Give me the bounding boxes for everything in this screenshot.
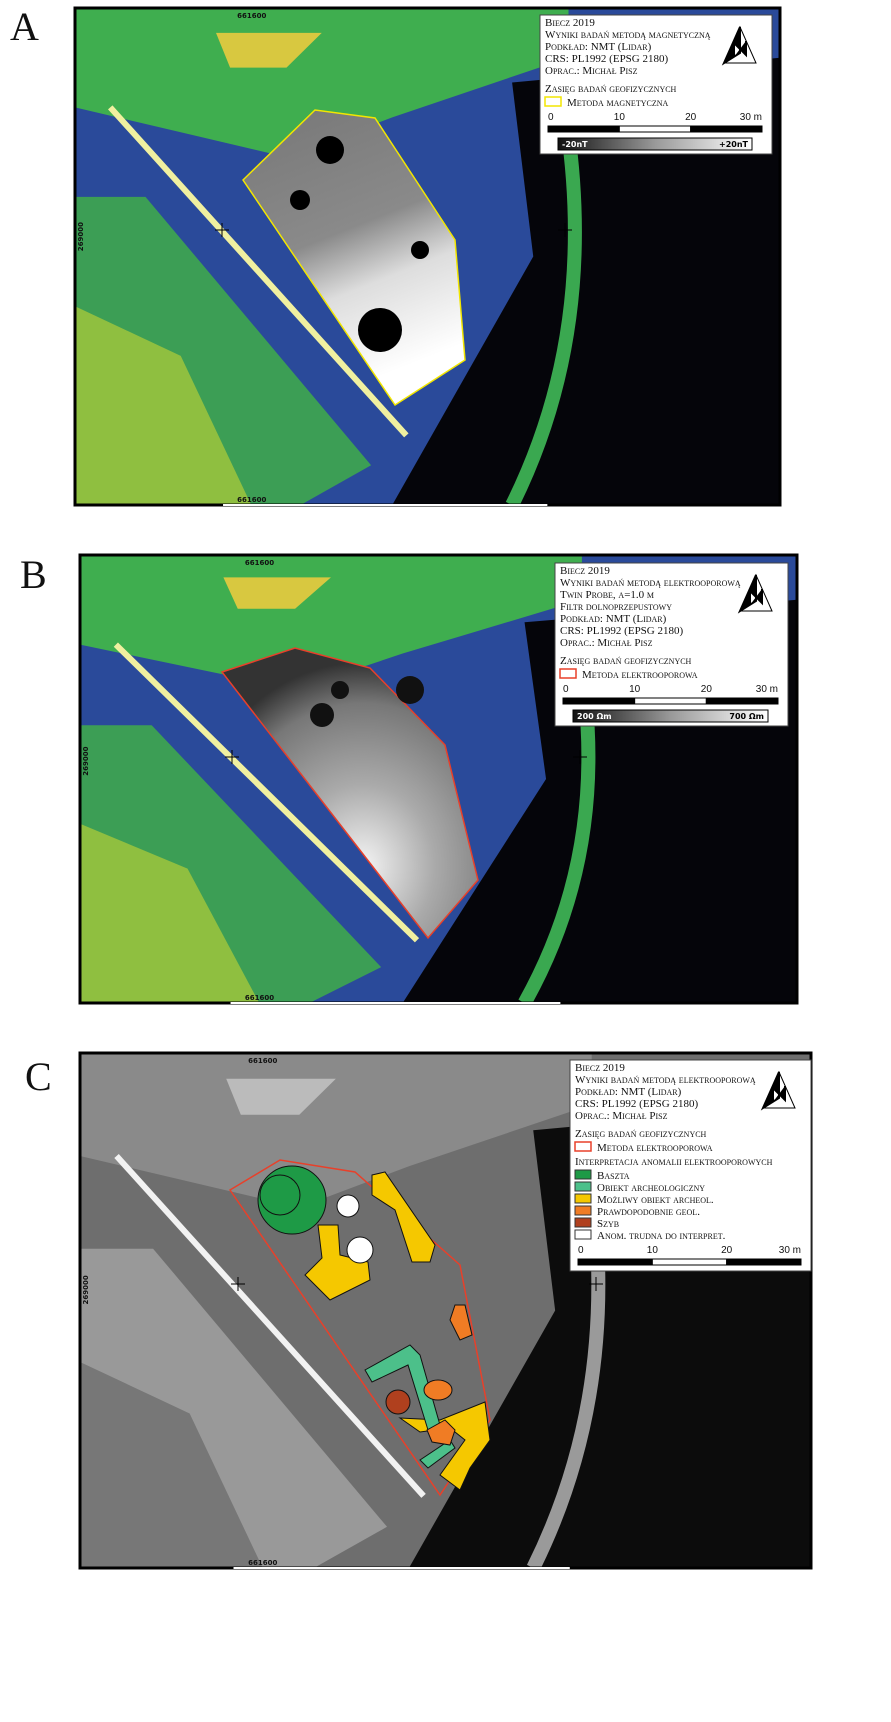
colorbar-label: 700 Ωm (729, 712, 764, 721)
scale-label: 30 m (740, 112, 762, 123)
coord-label: 661600 (248, 1559, 277, 1567)
coord-label: 269000 (82, 746, 90, 775)
colorbar-label: -20nT (562, 140, 588, 149)
legend-title: CRS: PL1992 (EPSG 2180) (545, 53, 668, 65)
legend-item: Metoda elektrooporowa (582, 669, 698, 681)
coord-label: 661600 (245, 994, 274, 1002)
legend-item: Prawdopodobnie geol. (597, 1206, 700, 1218)
legend-title: Wyniki badań metodą magnetyczną (545, 29, 711, 41)
legend: Biecz 2019Wyniki badań metodą magnetyczn… (540, 15, 772, 154)
legend-swatch (575, 1206, 591, 1215)
legend-swatch (575, 1194, 591, 1203)
legend-title: Biecz 2019 (575, 1062, 625, 1074)
legend-title: Podkład: NMT (Lidar) (575, 1086, 682, 1098)
panel-label: A (10, 4, 39, 49)
legend-swatch (575, 1230, 591, 1239)
legend-title: Biecz 2019 (545, 17, 595, 29)
unclear-anomaly (337, 1195, 359, 1217)
legend-title: Wyniki badań metodą elektrooporową (560, 577, 741, 589)
anomaly (331, 681, 349, 699)
legend-swatch (575, 1182, 591, 1191)
tower (260, 1175, 300, 1215)
legend-swatch (575, 1218, 591, 1227)
scale-bar (691, 126, 762, 132)
legend-title: Wyniki badań metodą elektrooporową (575, 1074, 756, 1086)
legend-item: Możliwy obiekt archeol. (597, 1194, 714, 1206)
scale-bar (706, 698, 778, 704)
anomaly (358, 308, 402, 352)
panel-label: B (20, 552, 47, 597)
scale-label: 10 (629, 684, 641, 695)
scale-bar (548, 126, 619, 132)
legend-swatch (575, 1170, 591, 1179)
legend-title: CRS: PL1992 (EPSG 2180) (560, 625, 683, 637)
scale-bar (578, 1259, 652, 1265)
panel-label: C (25, 1054, 52, 1099)
anomaly (316, 136, 344, 164)
legend-item: Obiekt archeologiczny (597, 1182, 705, 1194)
figure: A661600661600269000Biecz 2019Wyniki bada… (0, 0, 891, 1722)
unclear-anomaly (347, 1237, 373, 1263)
legend-title: Twin Probe, a=1.0 m (560, 589, 654, 601)
colorbar-label: +20nT (719, 140, 749, 149)
scale-label: 30 m (756, 684, 778, 695)
anomaly (290, 190, 310, 210)
scale-label: 0 (563, 684, 569, 695)
coord-label: 661600 (237, 496, 266, 504)
coord-label: 269000 (82, 1275, 90, 1304)
scale-bar (652, 1259, 726, 1265)
coord-label: 661600 (237, 12, 266, 20)
legend-title: Biecz 2019 (560, 565, 610, 577)
scale-bar (635, 698, 707, 704)
legend-item: Metoda elektrooporowa (597, 1142, 713, 1154)
coord-label: 661600 (245, 559, 274, 567)
scale-bar (563, 698, 635, 704)
anomaly (310, 703, 334, 727)
legend-title: Oprac.: Michał Pisz (575, 1110, 668, 1122)
legend-item: Anom. trudna do interpret. (597, 1230, 726, 1242)
scale-label: 20 (701, 684, 713, 695)
scale-label: 10 (614, 112, 626, 123)
legend-title: Podkład: NMT (Lidar) (560, 613, 667, 625)
probably-geological (424, 1380, 452, 1400)
legend-item: Metoda magnetyczna (567, 97, 668, 109)
coord-label: 661600 (248, 1057, 277, 1065)
anomaly (396, 676, 424, 704)
shaft (386, 1390, 410, 1414)
legend-title: Oprac.: Michał Pisz (560, 637, 653, 649)
scale-label: 20 (685, 112, 697, 123)
scale-bar (727, 1259, 801, 1265)
legend-title: Podkład: NMT (Lidar) (545, 41, 652, 53)
legend-heading: Interpretacja anomalii elektrooporowych (575, 1156, 773, 1168)
legend-title: CRS: PL1992 (EPSG 2180) (575, 1098, 698, 1110)
legend-heading: Zasięg badań geofizycznych (575, 1128, 707, 1140)
anomaly (411, 241, 429, 259)
scale-label: 0 (548, 112, 554, 123)
legend-title: Filtr dolnoprzepustowy (560, 601, 672, 613)
legend-item: Szyb (597, 1218, 619, 1230)
scale-bar (619, 126, 690, 132)
scale-label: 10 (647, 1245, 659, 1256)
colorbar-label: 200 Ωm (577, 712, 612, 721)
legend-heading: Zasięg badań geofizycznych (545, 83, 677, 95)
legend-heading: Zasięg badań geofizycznych (560, 655, 692, 667)
legend-title: Oprac.: Michał Pisz (545, 65, 638, 77)
scale-label: 20 (721, 1245, 733, 1256)
legend-item: Baszta (597, 1170, 630, 1182)
scale-label: 0 (578, 1245, 584, 1256)
coord-label: 269000 (77, 222, 85, 251)
scale-label: 30 m (779, 1245, 801, 1256)
